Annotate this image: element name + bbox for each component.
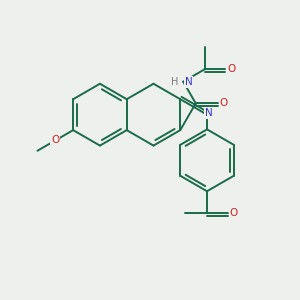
Text: O: O bbox=[227, 64, 236, 74]
Text: O: O bbox=[230, 208, 238, 218]
Text: O: O bbox=[220, 98, 228, 108]
Text: N: N bbox=[205, 108, 212, 118]
Text: N: N bbox=[185, 77, 192, 87]
Text: H: H bbox=[171, 77, 179, 87]
Text: O: O bbox=[51, 135, 59, 146]
